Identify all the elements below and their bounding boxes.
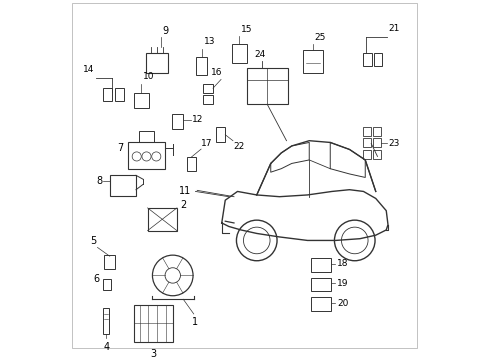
Bar: [363, 150, 370, 159]
Text: 10: 10: [142, 72, 154, 81]
Bar: [133, 94, 149, 108]
Bar: [139, 131, 154, 142]
Bar: [115, 88, 124, 101]
Bar: [372, 127, 380, 136]
Bar: [102, 88, 112, 101]
Bar: [134, 305, 172, 342]
Text: 14: 14: [82, 65, 94, 74]
Text: 11: 11: [179, 186, 191, 197]
Text: 1: 1: [192, 317, 198, 327]
Text: 16: 16: [210, 68, 222, 77]
Text: 22: 22: [232, 142, 244, 151]
Bar: [373, 53, 382, 66]
Text: 21: 21: [387, 24, 399, 33]
Text: 23: 23: [387, 139, 399, 148]
Bar: [231, 44, 246, 63]
Text: 2: 2: [180, 201, 186, 211]
Bar: [216, 127, 225, 142]
Bar: [171, 114, 183, 129]
Text: 12: 12: [192, 115, 203, 124]
Text: 19: 19: [336, 279, 347, 288]
Bar: [145, 53, 168, 73]
Text: 20: 20: [336, 298, 347, 307]
Text: 25: 25: [314, 33, 325, 42]
Text: 5: 5: [90, 236, 96, 246]
Bar: [363, 127, 370, 136]
Bar: [372, 138, 380, 147]
Bar: [363, 138, 370, 147]
Text: 3: 3: [150, 349, 156, 359]
Text: 17: 17: [201, 139, 212, 148]
Bar: [372, 150, 380, 159]
Bar: [196, 57, 207, 75]
Text: 4: 4: [103, 342, 109, 352]
Text: 13: 13: [203, 37, 215, 46]
Bar: [363, 53, 371, 66]
Bar: [186, 157, 196, 171]
Bar: [246, 68, 287, 104]
Bar: [310, 297, 330, 311]
Text: 8: 8: [96, 176, 102, 186]
Bar: [310, 258, 330, 271]
Bar: [104, 255, 115, 270]
Bar: [103, 308, 109, 334]
Bar: [103, 279, 111, 290]
Bar: [203, 84, 213, 93]
Bar: [310, 278, 330, 291]
Bar: [147, 208, 177, 231]
Text: 9: 9: [162, 26, 168, 36]
Bar: [109, 175, 136, 195]
Bar: [303, 50, 322, 73]
Text: 24: 24: [254, 50, 265, 59]
Text: 15: 15: [241, 25, 252, 34]
Text: 18: 18: [336, 260, 347, 269]
Bar: [203, 95, 213, 104]
Text: 7: 7: [117, 143, 123, 153]
Text: 6: 6: [93, 274, 100, 284]
Bar: [128, 142, 164, 170]
